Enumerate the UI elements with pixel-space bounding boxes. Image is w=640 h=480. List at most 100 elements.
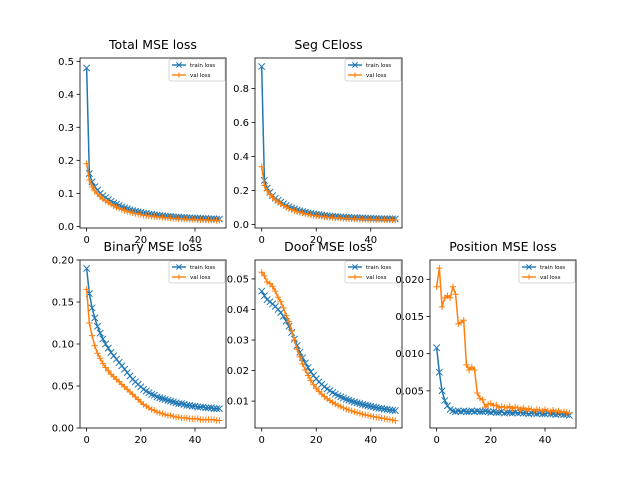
data-point	[348, 407, 355, 415]
data-point	[258, 163, 265, 170]
x-tick-label: 0	[258, 435, 264, 446]
x-tick-label: 0	[433, 435, 439, 446]
data-point	[375, 414, 383, 421]
y-tick-label: 0.00	[52, 424, 74, 435]
data-point	[343, 405, 350, 413]
legend-marker	[176, 72, 182, 78]
data-point	[175, 413, 182, 421]
y-tick-label: 0.6	[233, 118, 249, 129]
data-point	[158, 395, 167, 403]
data-point	[156, 409, 163, 417]
data-point	[260, 292, 268, 300]
legend-marker	[352, 274, 358, 280]
data-point	[280, 304, 287, 312]
data-point	[274, 294, 282, 301]
axes-frame	[79, 57, 227, 229]
data-point	[183, 414, 191, 422]
legend: train loss val loss	[168, 260, 226, 284]
axes-frame	[254, 259, 403, 429]
x-tick-label: 20	[484, 435, 497, 446]
x-tick-label: 40	[364, 235, 377, 246]
legend-marker	[352, 62, 358, 68]
data-point	[389, 416, 396, 424]
data-point	[482, 403, 489, 411]
data-point	[446, 294, 454, 302]
data-point	[148, 390, 156, 398]
data-point	[83, 64, 91, 72]
data-point	[277, 308, 285, 317]
y-tick-label: 0.20	[52, 256, 74, 267]
data-point	[88, 183, 96, 190]
data-point	[102, 340, 110, 348]
data-point	[261, 182, 268, 189]
data-point	[539, 407, 546, 415]
data-point	[544, 407, 551, 415]
legend-marker	[176, 264, 182, 270]
series-markers-0	[258, 287, 399, 415]
data-point	[194, 415, 201, 422]
data-point	[118, 206, 126, 213]
y-tick-label: 0.15	[52, 298, 74, 309]
data-point	[159, 410, 166, 417]
legend-marker	[352, 264, 358, 270]
data-point	[454, 407, 462, 415]
data-point	[86, 176, 93, 184]
legend: train loss val loss	[518, 260, 576, 284]
data-point	[88, 332, 96, 339]
panel-door-mse-loss: Door MSE loss 0 20 40 0.01 0.02 0.03 0.04 0.05 t…	[227, 239, 403, 446]
data-point	[334, 402, 342, 409]
data-point	[433, 283, 440, 290]
data-point	[302, 366, 309, 374]
data-point	[381, 415, 388, 422]
data-point	[547, 408, 554, 415]
data-point	[88, 304, 96, 312]
data-point	[359, 400, 367, 409]
data-point	[465, 366, 473, 374]
data-point	[148, 406, 155, 413]
series-line-0	[435, 347, 570, 417]
plot-area: 0 20 40 0.0 0.2 0.4 0.6 0.8 train loss val loss	[233, 57, 403, 246]
data-point	[460, 317, 467, 324]
x-tick-label: 0	[258, 235, 264, 246]
data-point	[484, 401, 492, 408]
data-point	[167, 412, 174, 419]
legend-label: val loss	[366, 73, 387, 79]
series-markers-1	[83, 286, 223, 424]
data-point	[164, 396, 172, 404]
data-point	[528, 406, 535, 413]
panel-title: Seg CEloss	[294, 37, 362, 52]
data-point	[283, 203, 290, 211]
data-point	[216, 217, 223, 224]
data-point	[266, 191, 274, 198]
plot-area: 0 20 40 0.00 0.05 0.10 0.15 0.20 train loss val l…	[52, 256, 227, 446]
series-markers-1	[83, 160, 223, 224]
y-tick-label: 0.0	[233, 220, 249, 231]
data-point	[493, 401, 500, 409]
legend-label: val loss	[190, 275, 211, 281]
data-point	[96, 355, 104, 362]
x-tick-label: 0	[83, 235, 89, 246]
x-tick-label: 20	[134, 435, 147, 446]
data-point	[433, 344, 441, 352]
data-point	[215, 405, 223, 413]
series-markers-0	[258, 62, 399, 223]
data-point	[362, 411, 369, 419]
y-tick-label: 0.02	[227, 366, 249, 377]
y-tick-label: 0.01	[227, 397, 249, 408]
y-tick-label: 0.2	[58, 156, 74, 167]
data-point	[280, 202, 287, 209]
series-line-0	[85, 268, 220, 410]
y-tick-label: 0.015	[395, 312, 424, 323]
legend: train loss val loss	[168, 58, 226, 82]
data-point	[463, 361, 470, 369]
data-point	[392, 216, 399, 224]
data-point	[94, 350, 101, 357]
y-tick-label: 0.04	[227, 305, 249, 316]
data-point	[514, 404, 522, 412]
y-tick-label: 0.4	[233, 152, 249, 163]
data-point	[517, 406, 524, 413]
data-point	[351, 408, 358, 416]
legend: train loss val loss	[344, 58, 402, 82]
plot-area: 0 20 40 0.0 0.1 0.2 0.3 0.4 0.5 train loss val los…	[58, 57, 227, 246]
